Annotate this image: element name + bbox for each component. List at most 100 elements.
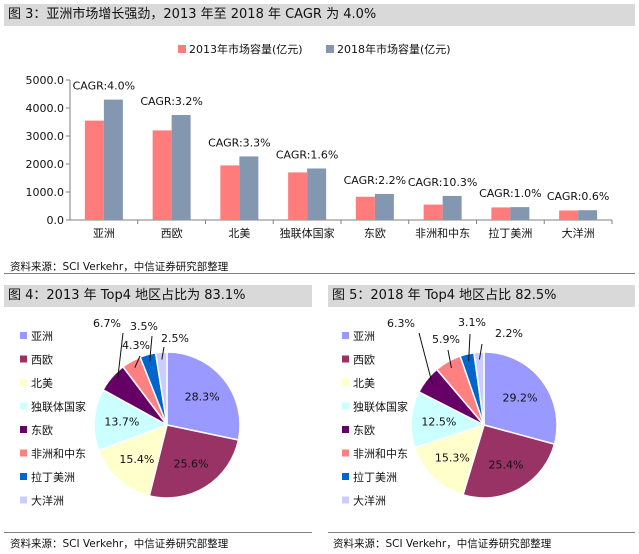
legend-swatch xyxy=(326,45,334,53)
cagr-annotation: CAGR:0.6% xyxy=(547,190,610,203)
y-tick-label: 4000.0 xyxy=(26,102,65,115)
slice-value-label: 29.2% xyxy=(502,392,537,405)
figure-5-source-rule xyxy=(328,532,635,533)
bar xyxy=(578,210,598,220)
legend-swatch xyxy=(342,332,349,339)
leader-line xyxy=(447,349,452,369)
legend-label: 拉丁美洲 xyxy=(353,470,397,484)
legend-label: 大洋洲 xyxy=(353,494,386,508)
bar xyxy=(171,115,191,220)
slice-value-label: 15.3% xyxy=(435,451,470,464)
leader-line xyxy=(478,343,483,360)
figure-3-source-rule xyxy=(4,273,635,274)
bar xyxy=(239,156,259,220)
figure-5-title: 图 5：2018 年 Top4 地区占比 82.5% xyxy=(328,285,635,307)
legend-swatch xyxy=(342,473,349,480)
bar xyxy=(491,207,511,220)
legend-swatch xyxy=(342,496,349,504)
legend-label: 拉丁美洲 xyxy=(31,470,75,484)
x-tick-label: 亚洲 xyxy=(93,227,115,240)
x-tick-label: 东欧 xyxy=(364,227,386,240)
x-tick-label: 大洋洲 xyxy=(562,226,595,240)
pie-slice xyxy=(410,390,486,449)
cagr-annotation: CAGR:3.3% xyxy=(208,136,271,149)
y-tick-label: 3000.0 xyxy=(26,130,65,143)
legend-label: 大洋洲 xyxy=(31,494,64,508)
bar xyxy=(374,193,394,220)
cagr-annotation: CAGR:1.6% xyxy=(276,148,339,161)
pie-slice xyxy=(483,351,558,446)
legend-label: 非洲和中东 xyxy=(353,448,408,461)
cagr-annotation: CAGR:2.2% xyxy=(344,174,407,187)
y-tick-label: 0.0 xyxy=(47,214,65,227)
legend-swatch xyxy=(20,332,27,339)
legend-swatch xyxy=(20,355,27,363)
figure-5-source: 资料来源：SCI Verkehr，中信证券研究部整理 xyxy=(333,538,552,550)
pie-slice xyxy=(154,351,168,426)
leader-line xyxy=(418,332,433,385)
bar xyxy=(152,130,172,220)
y-tick-label: 2000.0 xyxy=(26,158,65,171)
pie-slice xyxy=(97,423,169,497)
bar xyxy=(84,120,104,220)
y-tick-label: 5000.0 xyxy=(26,74,65,87)
legend-swatch xyxy=(342,449,349,457)
slice-value-label: 3.1% xyxy=(458,316,486,329)
slice-value-label: 6.7% xyxy=(93,317,121,330)
slice-value-label: 15.4% xyxy=(119,453,154,466)
legend-label: 亚洲 xyxy=(353,330,375,343)
cagr-annotation: CAGR:4.0% xyxy=(73,80,136,93)
x-tick-label: 非洲和中东 xyxy=(415,227,470,240)
bar xyxy=(510,207,530,220)
legend-label: 西欧 xyxy=(353,354,375,367)
cagr-annotation: CAGR:1.0% xyxy=(479,187,542,200)
legend-label: 独联体国家 xyxy=(31,400,86,414)
slice-value-label: 4.3% xyxy=(122,339,150,352)
y-tick-label: 1000.0 xyxy=(26,186,65,199)
legend-swatch xyxy=(20,473,27,480)
figure-3-title: 图 3：亚洲市场增长强劲，2013 年至 2018 年 CAGR 为 4.0% xyxy=(4,4,635,26)
slice-value-label: 25.4% xyxy=(488,459,523,472)
legend-swatch xyxy=(342,426,349,433)
figure-3-source: 资料来源：SCI Verkehr，中信证券研究部整理 xyxy=(10,261,229,273)
pie-chart-2013: 28.3% 25.6% 15.4% 13.7% 6.7%4.3% 3.5%2.5% 亚洲西欧… xyxy=(20,317,241,508)
pie-slice xyxy=(166,351,241,441)
bar xyxy=(442,195,462,220)
legend-label: 2018年市场容量(亿元) xyxy=(337,42,451,56)
bar xyxy=(307,168,327,220)
legend-label: 东欧 xyxy=(353,424,375,437)
leader-line xyxy=(468,333,471,362)
legend-swatch xyxy=(20,449,27,457)
x-tick-label: 独联体国家 xyxy=(280,226,335,240)
leader-line xyxy=(161,346,165,360)
cagr-annotation: CAGR:10.3% xyxy=(408,176,478,189)
pie-slice xyxy=(462,424,556,499)
figure-4-source: 资料来源：SCI Verkehr，中信证券研究部整理 xyxy=(10,538,229,550)
x-tick-label: 拉丁美洲 xyxy=(488,226,532,240)
bar xyxy=(220,165,240,220)
x-tick-label: 西欧 xyxy=(161,227,183,240)
cagr-annotation: CAGR:3.2% xyxy=(140,95,203,108)
bar xyxy=(559,210,579,220)
legend-swatch xyxy=(178,45,186,53)
bar xyxy=(355,196,375,220)
slice-value-label: 25.6% xyxy=(174,457,209,470)
slice-value-label: 6.3% xyxy=(387,317,415,330)
leader-line xyxy=(134,355,141,368)
legend-swatch xyxy=(342,402,349,410)
slice-value-label: 2.2% xyxy=(495,327,523,340)
legend-label: 2013年市场容量(亿元) xyxy=(189,42,303,56)
figure-4-source-rule xyxy=(4,532,312,533)
legend-swatch xyxy=(20,379,27,386)
legend-label: 亚洲 xyxy=(31,330,53,343)
legend-label: 独联体国家 xyxy=(353,400,408,414)
x-tick-label: 北美 xyxy=(228,227,250,240)
slice-value-label: 13.7% xyxy=(104,416,139,429)
legend-label: 北美 xyxy=(353,377,375,390)
pie-chart-2018: 29.2% 25.4% 15.3% 12.5% 6.3% 5.9% 3.1% 2.2% 亚洲西欧… xyxy=(342,316,558,508)
pie-slice xyxy=(148,424,240,499)
legend-label: 西欧 xyxy=(31,354,53,367)
legend-label: 非洲和中东 xyxy=(31,448,86,461)
legend-swatch xyxy=(342,379,349,386)
leader-line xyxy=(149,335,153,362)
